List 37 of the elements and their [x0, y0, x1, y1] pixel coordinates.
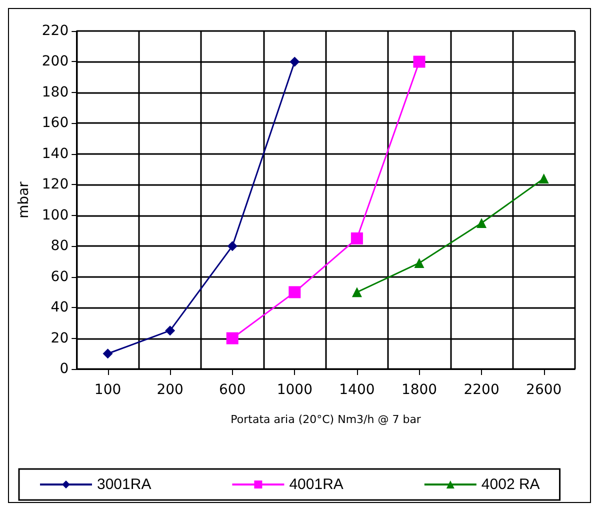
- point: [476, 218, 487, 228]
- y-tick-label: 180: [42, 84, 69, 100]
- point: [352, 287, 362, 298]
- legend-label: 3001RA: [97, 476, 152, 493]
- x-tick-label: 200: [156, 382, 184, 398]
- y-tick-label: 20: [50, 330, 69, 346]
- x-tick-label: 100: [94, 382, 122, 398]
- x-tick-label: 600: [219, 382, 246, 398]
- point: [227, 241, 238, 252]
- y-tick-label: 200: [42, 54, 69, 70]
- x-axis-title: Portata aria (20°C) Nm3/h @ 7 bar: [230, 413, 422, 426]
- point: [350, 232, 363, 244]
- y-axis-title: mbar: [16, 181, 32, 218]
- x-tick-label: 2200: [464, 382, 500, 398]
- y-tick-label: 220: [42, 23, 69, 39]
- point: [288, 286, 301, 298]
- point: [413, 56, 426, 68]
- x-tick-label: 1400: [339, 382, 375, 398]
- x-tick-label: 1000: [276, 382, 312, 398]
- y-tick-label: 160: [42, 115, 69, 132]
- y-tick-label: 80: [50, 238, 69, 254]
- point: [226, 332, 238, 344]
- y-tick-label: 0: [60, 361, 69, 377]
- y-tick-label: 140: [42, 146, 69, 162]
- y-tick-label: 60: [50, 268, 69, 285]
- point: [165, 326, 176, 336]
- point: [290, 56, 300, 67]
- y-tick-label: 120: [42, 176, 69, 193]
- x-tick-label: 1800: [401, 382, 438, 398]
- y-tick-label: 100: [42, 207, 69, 224]
- legend-label: 4001RA: [289, 476, 344, 493]
- point: [102, 348, 113, 359]
- point: [414, 258, 424, 268]
- x-tick-label: 2600: [526, 382, 562, 398]
- y-tick-label: 40: [50, 300, 69, 316]
- point: [538, 173, 549, 184]
- legend-label: 4002 RA: [481, 476, 540, 493]
